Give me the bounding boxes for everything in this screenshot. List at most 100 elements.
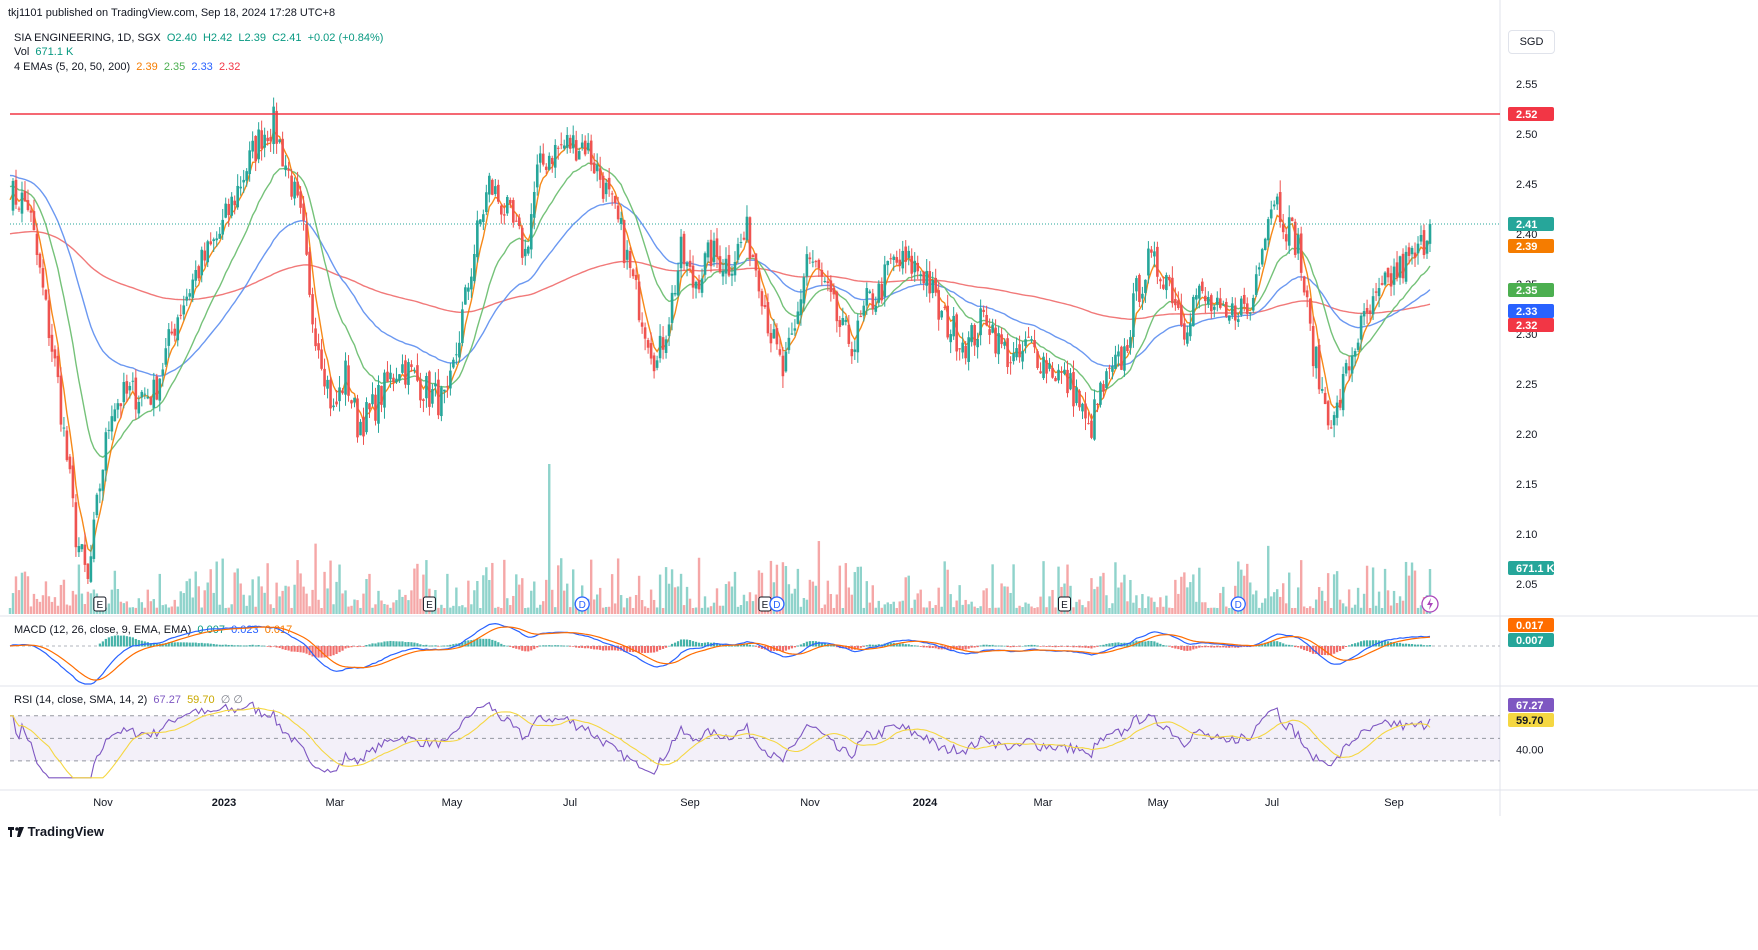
volume-bar [248, 595, 251, 614]
volume-bar [35, 598, 39, 614]
ema200-value: 2.32 [218, 61, 241, 73]
candle-body [158, 378, 162, 401]
candle-body [398, 374, 401, 381]
volume-bar [164, 604, 167, 614]
candle-body [56, 355, 60, 378]
candle-body [260, 130, 263, 149]
macd-hist-bar [862, 646, 865, 647]
candle-body [973, 324, 976, 346]
volume-bar [955, 600, 958, 614]
earnings-marker[interactable] [422, 596, 436, 612]
volume-bar [542, 601, 545, 614]
candle-body [350, 400, 353, 404]
candle-body [482, 214, 485, 222]
macd-hist-bar [1099, 645, 1102, 647]
macd-hist-bar [1357, 642, 1360, 647]
macd-hist-bar [251, 644, 254, 647]
candle-body [32, 211, 36, 231]
candle-body [1422, 230, 1426, 256]
macd-hist-bar [137, 640, 140, 647]
earnings-marker[interactable] [93, 596, 107, 612]
candle-body [215, 238, 219, 241]
candle-body [757, 270, 761, 292]
volume-bar [790, 593, 794, 614]
earnings-marker[interactable] [1058, 596, 1072, 612]
ema200-badge [1508, 318, 1554, 332]
macd-hist-bar [197, 643, 200, 647]
volume-bar [1126, 601, 1129, 614]
ema5-badge [1508, 239, 1554, 253]
rsi-label[interactable]: RSI (14, close, SMA, 14, 2) [14, 694, 148, 706]
candle-body [245, 171, 248, 181]
macd-hist-bar [913, 645, 916, 647]
macd-hist-bar [1066, 646, 1069, 648]
candle-body [179, 314, 183, 316]
macd-hist-bar [1084, 646, 1087, 648]
candle-body [724, 258, 728, 274]
macd-hist-bar [871, 644, 874, 647]
volume-bar [131, 607, 135, 614]
volume-bar [365, 578, 368, 614]
macd-hist-bar [560, 645, 563, 647]
volume-bar [1279, 596, 1282, 614]
tradingview-logo[interactable]: TradingView [8, 824, 104, 839]
candle-body [1350, 355, 1354, 374]
dividend-marker[interactable] [769, 596, 785, 612]
dividend-marker[interactable] [574, 596, 590, 612]
volume-bar [922, 607, 925, 614]
price-axis[interactable]: 2.552.502.452.402.352.302.252.202.152.10… [1508, 79, 1555, 757]
ema5-value: 2.39 [136, 61, 158, 73]
currency-button[interactable]: SGD [1508, 30, 1555, 54]
earnings-marker-label: E [426, 600, 433, 611]
candle-body [434, 383, 437, 387]
candle-body [257, 129, 260, 160]
time-axis[interactable]: Nov 2023 Mar May Jul Sep Nov 2024 Mar May Jul Sep [93, 797, 1404, 809]
volume-bar [374, 604, 377, 614]
candle-body [511, 200, 515, 223]
macd-hist-bar [575, 646, 578, 648]
dividend-marker[interactable] [1230, 596, 1246, 612]
volume-label[interactable]: Vol [14, 46, 30, 58]
candle-body [1129, 337, 1132, 348]
candle-body [371, 394, 374, 405]
macd-hist-bar [655, 646, 659, 652]
volume-bar [1273, 592, 1276, 614]
candle-body [904, 246, 908, 262]
macd-hist-bar [1210, 646, 1213, 648]
macd-hist-bar [1288, 644, 1291, 647]
macd-hist-bar [910, 645, 913, 647]
price-lines [10, 113, 1500, 225]
macd-hist-bar [1180, 646, 1183, 650]
macd-hist-bar [272, 646, 275, 647]
macd-hist-bar [1318, 646, 1321, 655]
volume-bar [604, 606, 608, 614]
macd-hist-bar [859, 646, 862, 648]
volume-bar [467, 580, 470, 614]
ema-label[interactable]: 4 EMAs (5, 20, 50, 200) [14, 61, 131, 73]
candle-body [197, 266, 201, 279]
candle-body [98, 488, 102, 492]
symbol-name[interactable]: SIA ENGINEERING, 1D, SGX [14, 32, 161, 44]
volume-bar [200, 607, 203, 614]
macd-hist-bar [125, 636, 128, 647]
macd-hist-bar [596, 646, 599, 650]
volume-bar [188, 578, 191, 614]
volume-bar [1374, 605, 1378, 614]
candle-body [634, 274, 638, 281]
volume-bar [479, 607, 482, 614]
volume-bar [239, 583, 242, 614]
macd-hist-badge-text: 0.007 [1516, 635, 1544, 647]
macd-hist-bar [335, 646, 338, 654]
tv-logo-text: TradingView [27, 824, 104, 839]
macd-hist-bar [670, 643, 674, 647]
macd-label[interactable]: MACD (12, 26, close, 9, EMA, EMA) [14, 624, 192, 636]
macd-hist-bar [452, 644, 455, 647]
volume-bar [1147, 596, 1150, 614]
macd-hist-bar [811, 641, 814, 647]
candle-body [931, 280, 935, 294]
macd-hist-bar [215, 644, 218, 647]
volume-bar [53, 597, 57, 614]
volume-bar [269, 604, 272, 614]
